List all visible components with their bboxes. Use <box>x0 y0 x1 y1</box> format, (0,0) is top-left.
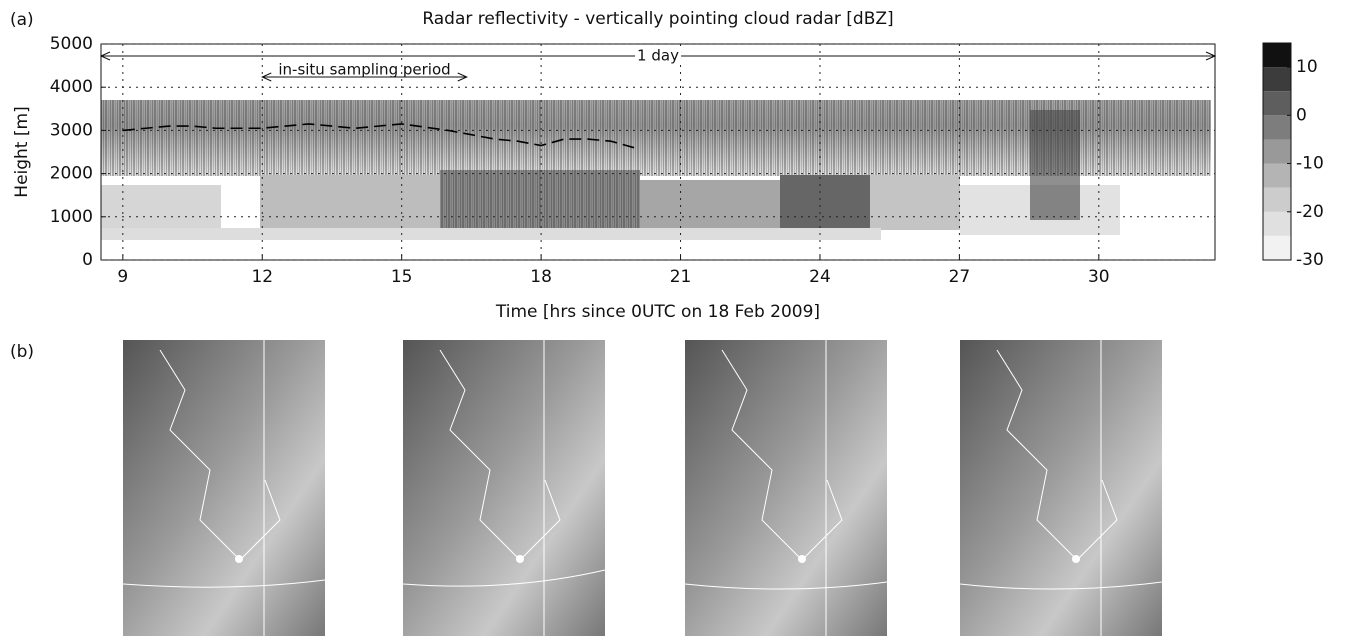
satellite-images <box>122 340 1163 636</box>
arrow-head <box>457 72 468 82</box>
colorbar-band <box>1263 163 1291 188</box>
colorbar-band <box>1263 115 1291 140</box>
y-tick-label: 1000 <box>50 207 93 227</box>
x-tick-label: 9 <box>117 267 128 287</box>
y-tick-label: 4000 <box>50 77 93 97</box>
colorbar-tick-label: 0 <box>1296 105 1307 125</box>
colorbar-band <box>1263 235 1291 260</box>
colorbar-band <box>1263 43 1291 68</box>
colorbar-tick-label: -20 <box>1296 202 1324 222</box>
arrow-head <box>99 51 111 61</box>
x-tick-label: 27 <box>949 267 971 287</box>
x-axis-label: Time [hrs since 0UTC on 18 Feb 2009] <box>495 302 820 322</box>
colorbar-tick-label: -10 <box>1296 154 1324 174</box>
arrow-head <box>261 72 272 82</box>
colorbar-band <box>1263 139 1291 164</box>
chart-title: Radar reflectivity - vertically pointing… <box>422 9 893 29</box>
annotation: in-situ sampling period <box>278 61 450 79</box>
y-tick-label: 5000 <box>50 34 93 54</box>
colorbar-band <box>1263 211 1291 236</box>
arrow-head <box>1205 51 1217 61</box>
x-tick-label: 21 <box>670 267 692 287</box>
axes-frame <box>100 43 1216 261</box>
satellite-image <box>122 340 326 636</box>
panel-label: (b) <box>10 342 34 362</box>
panel-label: (a) <box>10 10 34 30</box>
y-tick-label: 2000 <box>50 164 93 184</box>
reflectivity-field <box>101 100 1211 240</box>
colorbar-band <box>1263 91 1291 116</box>
satellite-image <box>684 340 888 636</box>
satellite-image <box>959 340 1163 636</box>
label-bg <box>635 46 682 65</box>
y-tick-label: 3000 <box>50 120 93 140</box>
series-line <box>122 123 635 149</box>
colorbar-frame <box>1262 42 1292 261</box>
colorbar-band <box>1263 67 1291 92</box>
x-tick-label: 30 <box>1088 267 1110 287</box>
x-tick-label: 15 <box>391 267 413 287</box>
x-tick-label: 12 <box>251 267 273 287</box>
x-tick-label: 24 <box>809 267 831 287</box>
colorbar-tick-label: 10 <box>1296 57 1318 77</box>
x-tick-label: 18 <box>530 267 552 287</box>
satellite-image <box>402 340 606 636</box>
colorbar-band <box>1263 187 1291 212</box>
y-tick-label: 0 <box>82 250 93 270</box>
annotation: 1 day <box>637 47 679 65</box>
colorbar-tick-label: -30 <box>1296 250 1324 270</box>
y-axis-label: Height [m] <box>12 106 32 197</box>
